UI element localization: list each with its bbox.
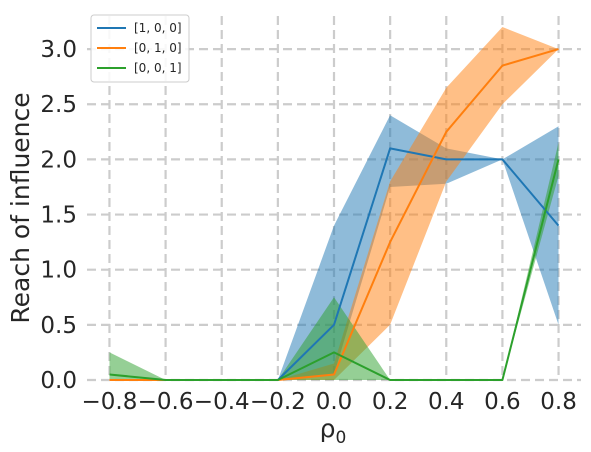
y-tick-label: 0.0: [40, 368, 77, 394]
y-tick-label: 3.0: [40, 37, 77, 63]
x-tick-label: −0.2: [250, 389, 306, 415]
x-tick-label: 0.8: [540, 389, 577, 415]
x-tick-label: −0.6: [138, 389, 194, 415]
x-tick-label: −0.4: [194, 389, 250, 415]
legend-label: [1, 0, 0]: [134, 21, 182, 35]
x-tick-label: −0.8: [82, 389, 138, 415]
band-0-0-1: [109, 142, 559, 380]
x-axis-label-symbol: ρ: [320, 414, 336, 443]
band-0-1-0: [109, 27, 559, 380]
legend-entries: [1, 0, 0] [0, 1, 0] [0, 0, 1]: [97, 21, 182, 75]
series-lines: [109, 48, 560, 381]
legend: [1, 0, 0] [0, 1, 0] [0, 0, 1]: [90, 14, 190, 83]
legend-box: [90, 14, 190, 83]
legend-label: [0, 0, 1]: [134, 61, 182, 75]
x-axis-label-subscript: 0: [336, 428, 347, 448]
y-tick-label: 0.5: [40, 313, 77, 339]
y-axis-label: Reach of influence: [6, 92, 35, 323]
y-tick-label: 1.5: [40, 203, 77, 229]
x-tick-label: 0.4: [428, 389, 465, 415]
x-tick-labels: −0.8 −0.6 −0.4 −0.2 0.0 0.2 0.4 0.6 0.8: [82, 389, 577, 415]
x-tick-label: 0.6: [484, 389, 521, 415]
confidence-bands: [109, 27, 559, 381]
y-tick-label: 2.0: [40, 147, 77, 173]
line-0-0-1: [109, 159, 560, 381]
x-axis-label: ρ0: [320, 414, 347, 448]
legend-label: [0, 1, 0]: [134, 41, 182, 55]
y-tick-labels: 0.0 0.5 1.0 1.5 2.0 2.5 3.0: [40, 37, 77, 394]
x-tick-label: 0.2: [372, 389, 409, 415]
x-tick-label: 0.0: [316, 389, 353, 415]
y-tick-label: 2.5: [40, 92, 77, 118]
y-tick-label: 1.0: [40, 258, 77, 284]
